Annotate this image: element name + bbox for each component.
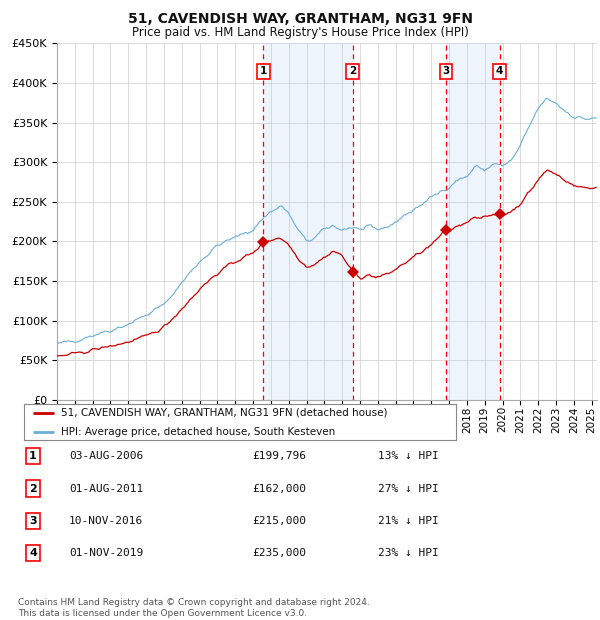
Text: 27% ↓ HPI: 27% ↓ HPI xyxy=(378,484,439,494)
Text: 21% ↓ HPI: 21% ↓ HPI xyxy=(378,516,439,526)
Bar xyxy=(263,43,353,400)
Text: 51, CAVENDISH WAY, GRANTHAM, NG31 9FN (detached house): 51, CAVENDISH WAY, GRANTHAM, NG31 9FN (d… xyxy=(61,408,387,418)
Text: Price paid vs. HM Land Registry's House Price Index (HPI): Price paid vs. HM Land Registry's House … xyxy=(131,26,469,39)
Text: 3: 3 xyxy=(29,516,37,526)
Text: 1: 1 xyxy=(260,66,267,76)
Text: £199,796: £199,796 xyxy=(252,451,306,461)
Text: £235,000: £235,000 xyxy=(252,548,306,558)
Bar xyxy=(446,43,500,400)
Text: 10-NOV-2016: 10-NOV-2016 xyxy=(69,516,143,526)
Text: 4: 4 xyxy=(29,548,37,558)
Text: 03-AUG-2006: 03-AUG-2006 xyxy=(69,451,143,461)
Text: 2: 2 xyxy=(349,66,356,76)
Text: 1: 1 xyxy=(29,451,37,461)
Text: 51, CAVENDISH WAY, GRANTHAM, NG31 9FN: 51, CAVENDISH WAY, GRANTHAM, NG31 9FN xyxy=(128,12,473,27)
Text: Contains HM Land Registry data © Crown copyright and database right 2024.
This d: Contains HM Land Registry data © Crown c… xyxy=(18,598,370,618)
Text: 13% ↓ HPI: 13% ↓ HPI xyxy=(378,451,439,461)
Text: 4: 4 xyxy=(496,66,503,76)
Text: 2: 2 xyxy=(29,484,37,494)
Text: HPI: Average price, detached house, South Kesteven: HPI: Average price, detached house, Sout… xyxy=(61,427,335,436)
Text: £162,000: £162,000 xyxy=(252,484,306,494)
Text: 01-NOV-2019: 01-NOV-2019 xyxy=(69,548,143,558)
Text: 3: 3 xyxy=(442,66,450,76)
Text: £215,000: £215,000 xyxy=(252,516,306,526)
Text: 01-AUG-2011: 01-AUG-2011 xyxy=(69,484,143,494)
Text: 23% ↓ HPI: 23% ↓ HPI xyxy=(378,548,439,558)
